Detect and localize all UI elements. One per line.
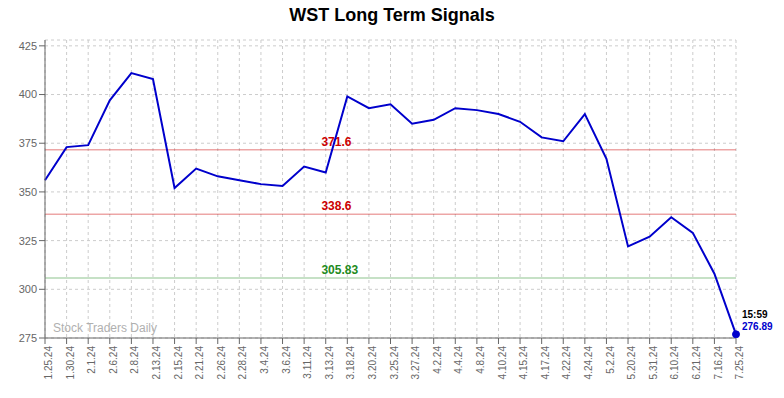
svg-text:4.15.24: 4.15.24 [518,346,529,380]
svg-text:7.16.24: 7.16.24 [713,346,724,380]
svg-text:5.2.24: 5.2.24 [605,346,616,374]
svg-text:371.6: 371.6 [321,134,352,149]
svg-text:325: 325 [19,235,37,247]
svg-text:3.25.24: 3.25.24 [389,346,400,380]
svg-text:2.21.24: 2.21.24 [194,346,205,380]
svg-text:1.30.24: 1.30.24 [65,346,76,380]
svg-text:276.89: 276.89 [742,321,773,332]
svg-text:4.10.24: 4.10.24 [497,346,508,380]
svg-text:2.28.24: 2.28.24 [237,346,248,380]
svg-text:375: 375 [19,137,37,149]
svg-text:3.18.24: 3.18.24 [345,346,356,380]
svg-text:4.2.24: 4.2.24 [432,346,443,374]
svg-text:300: 300 [19,283,37,295]
svg-text:3.4.24: 3.4.24 [259,346,270,374]
svg-text:3.27.24: 3.27.24 [410,346,421,380]
svg-text:3.11.24: 3.11.24 [302,346,313,379]
svg-text:425: 425 [19,40,37,52]
svg-text:5.31.24: 5.31.24 [648,346,659,380]
html-text:WST Long Term Signals: WST Long Term Signals [289,5,495,25]
svg-text:2.1.24: 2.1.24 [86,346,97,374]
svg-text:3.20.24: 3.20.24 [367,346,378,380]
svg-text:1.25.24: 1.25.24 [43,346,54,380]
svg-text:7.25.24: 7.25.24 [734,346,745,380]
svg-text:3.6.24: 3.6.24 [281,346,292,374]
svg-text:6.21.24: 6.21.24 [691,346,702,380]
svg-text:4.8.24: 4.8.24 [475,346,486,374]
svg-text:5.20.24: 5.20.24 [626,346,637,380]
svg-text:15:59: 15:59 [742,309,768,320]
svg-text:275: 275 [19,332,37,344]
svg-text:400: 400 [19,88,37,100]
svg-text:305.83: 305.83 [321,263,358,277]
svg-text:3.13.24: 3.13.24 [324,346,335,380]
svg-text:2.6.24: 2.6.24 [108,346,119,374]
svg-text:4.22.24: 4.22.24 [561,346,572,380]
svg-text:2.13.24: 2.13.24 [151,346,162,380]
svg-text:4.4.24: 4.4.24 [453,346,464,374]
svg-text:4.17.24: 4.17.24 [540,346,551,380]
svg-text:Stock Traders Daily: Stock Traders Daily [53,321,157,335]
svg-text:350: 350 [19,186,37,198]
svg-text:338.6: 338.6 [321,199,351,213]
svg-text:4.24.24: 4.24.24 [583,346,594,380]
svg-text:2.8.24: 2.8.24 [129,346,140,374]
svg-text:6.10.24: 6.10.24 [669,346,680,380]
svg-text:2.15.24: 2.15.24 [173,346,184,380]
svg-text:2.26.24: 2.26.24 [216,346,227,380]
